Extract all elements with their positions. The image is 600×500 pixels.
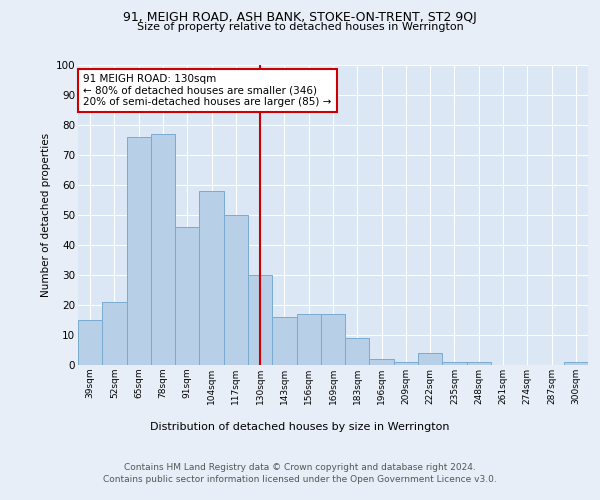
Text: Distribution of detached houses by size in Werrington: Distribution of detached houses by size … — [150, 422, 450, 432]
Bar — [394, 362, 418, 365]
Text: Contains HM Land Registry data © Crown copyright and database right 2024.: Contains HM Land Registry data © Crown c… — [124, 462, 476, 471]
Bar — [370, 359, 394, 365]
Bar — [151, 134, 175, 365]
Bar — [467, 362, 491, 365]
Bar — [199, 191, 224, 365]
Bar — [224, 215, 248, 365]
Bar — [442, 362, 467, 365]
Bar — [321, 314, 345, 365]
Text: Size of property relative to detached houses in Werrington: Size of property relative to detached ho… — [137, 22, 463, 32]
Bar — [78, 320, 102, 365]
Bar — [175, 227, 199, 365]
Bar — [296, 314, 321, 365]
Text: 91, MEIGH ROAD, ASH BANK, STOKE-ON-TRENT, ST2 9QJ: 91, MEIGH ROAD, ASH BANK, STOKE-ON-TRENT… — [123, 11, 477, 24]
Text: Contains public sector information licensed under the Open Government Licence v3: Contains public sector information licen… — [103, 475, 497, 484]
Bar — [564, 362, 588, 365]
Bar — [127, 137, 151, 365]
Bar — [248, 275, 272, 365]
Bar — [418, 353, 442, 365]
Y-axis label: Number of detached properties: Number of detached properties — [41, 133, 52, 297]
Bar — [272, 317, 296, 365]
Bar — [102, 302, 127, 365]
Text: 91 MEIGH ROAD: 130sqm
← 80% of detached houses are smaller (346)
20% of semi-det: 91 MEIGH ROAD: 130sqm ← 80% of detached … — [83, 74, 331, 107]
Bar — [345, 338, 370, 365]
